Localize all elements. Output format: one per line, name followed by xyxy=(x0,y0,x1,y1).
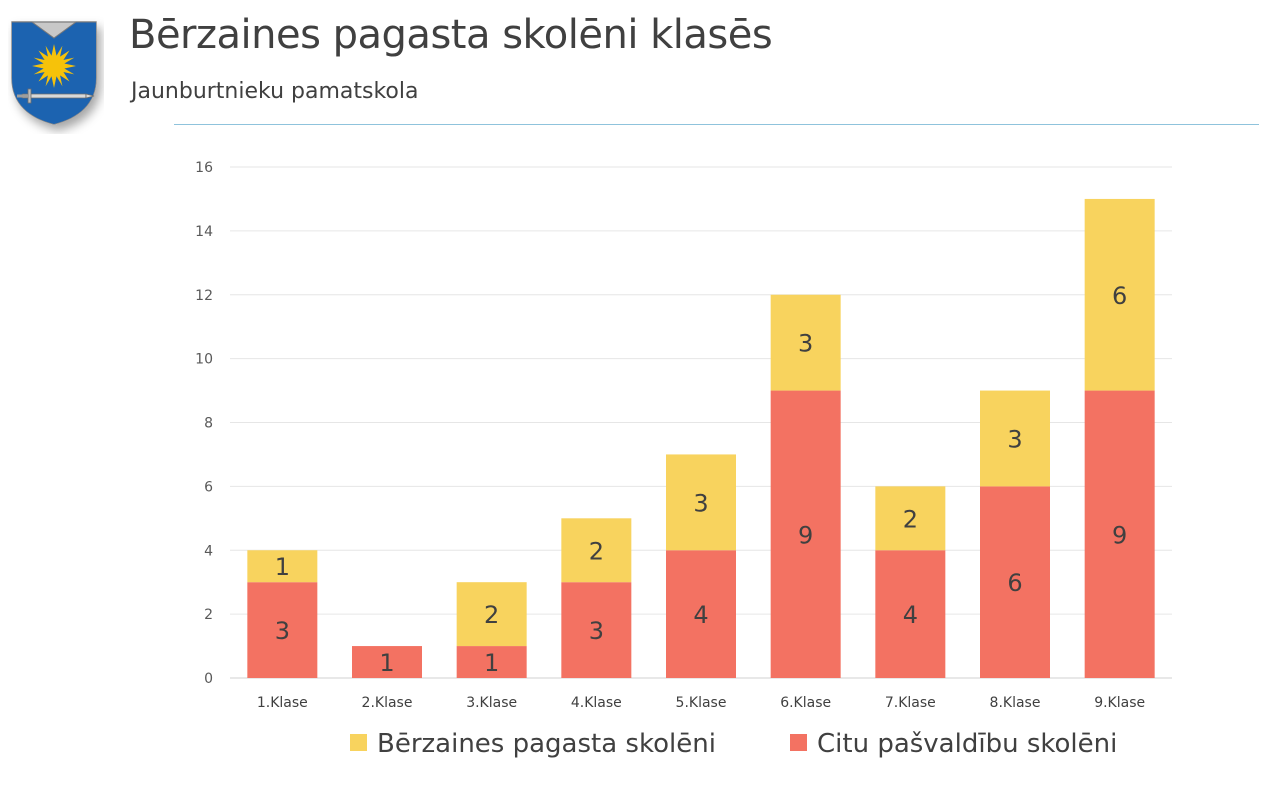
bar-segment xyxy=(980,390,1050,487)
x-tick-label: 9.Klase xyxy=(1094,695,1145,711)
bar-segment xyxy=(561,582,632,678)
x-tick-label: 4.Klase xyxy=(571,695,622,711)
bar-segment xyxy=(456,646,527,678)
x-tick-label: 5.Klase xyxy=(676,695,727,711)
data-label: 1 xyxy=(379,649,394,677)
y-tick-label: 8 xyxy=(204,416,213,432)
data-label: 3 xyxy=(1007,425,1022,453)
legend-label: Bērzaines pagasta skolēni xyxy=(377,729,716,759)
data-label: 3 xyxy=(275,617,290,645)
bar-segment xyxy=(875,486,946,551)
legend-label: Citu pašvaldību skolēni xyxy=(817,729,1117,759)
data-label: 2 xyxy=(903,505,918,533)
y-tick-label: 14 xyxy=(195,224,213,240)
x-tick-label: 6.Klase xyxy=(780,695,831,711)
data-label: 3 xyxy=(798,330,813,358)
legend-swatch xyxy=(350,734,367,751)
bar-segment xyxy=(666,454,736,551)
x-tick-label: 3.Klase xyxy=(466,695,517,711)
data-label: 2 xyxy=(589,537,604,565)
title-divider xyxy=(174,124,1259,125)
data-label: 3 xyxy=(693,489,708,517)
bar-segment xyxy=(1084,198,1155,391)
y-tick-label: 10 xyxy=(195,352,213,368)
bar-segment xyxy=(980,486,1050,678)
bar-segment xyxy=(770,390,841,678)
y-tick-label: 16 xyxy=(195,160,213,176)
x-tick-label: 8.Klase xyxy=(990,695,1041,711)
legend-swatch xyxy=(790,734,807,751)
y-tick-label: 4 xyxy=(204,543,213,559)
data-label: 1 xyxy=(484,649,499,677)
data-label: 6 xyxy=(1007,569,1022,597)
bar-segment xyxy=(1084,390,1155,678)
page-subtitle: Jaunburtnieku pamatskola xyxy=(131,79,419,104)
bar-segment xyxy=(247,550,318,583)
y-tick-label: 12 xyxy=(195,288,213,304)
bar-segment xyxy=(456,582,527,647)
x-tick-label: 2.Klase xyxy=(362,695,413,711)
data-label: 4 xyxy=(693,601,708,629)
page-title: Bērzaines pagasta skolēni klasēs xyxy=(129,12,773,58)
bar-segment xyxy=(247,582,318,678)
data-label: 6 xyxy=(1112,282,1127,310)
bar-segment xyxy=(666,550,736,678)
bar-segment xyxy=(770,294,841,391)
data-label: 2 xyxy=(484,601,499,629)
y-tick-label: 0 xyxy=(204,671,213,687)
bar-segment xyxy=(875,550,946,678)
bar-segment xyxy=(352,646,422,678)
x-tick-label: 7.Klase xyxy=(885,695,936,711)
data-label: 1 xyxy=(275,553,290,581)
data-label: 9 xyxy=(1112,521,1127,549)
data-label: 4 xyxy=(903,601,918,629)
coat-of-arms-icon xyxy=(11,21,97,125)
data-label: 9 xyxy=(798,521,813,549)
y-tick-label: 2 xyxy=(204,607,213,623)
data-label: 3 xyxy=(589,617,604,645)
bar-segment xyxy=(561,518,632,583)
y-tick-label: 6 xyxy=(204,479,213,495)
x-tick-label: 1.Klase xyxy=(257,695,308,711)
